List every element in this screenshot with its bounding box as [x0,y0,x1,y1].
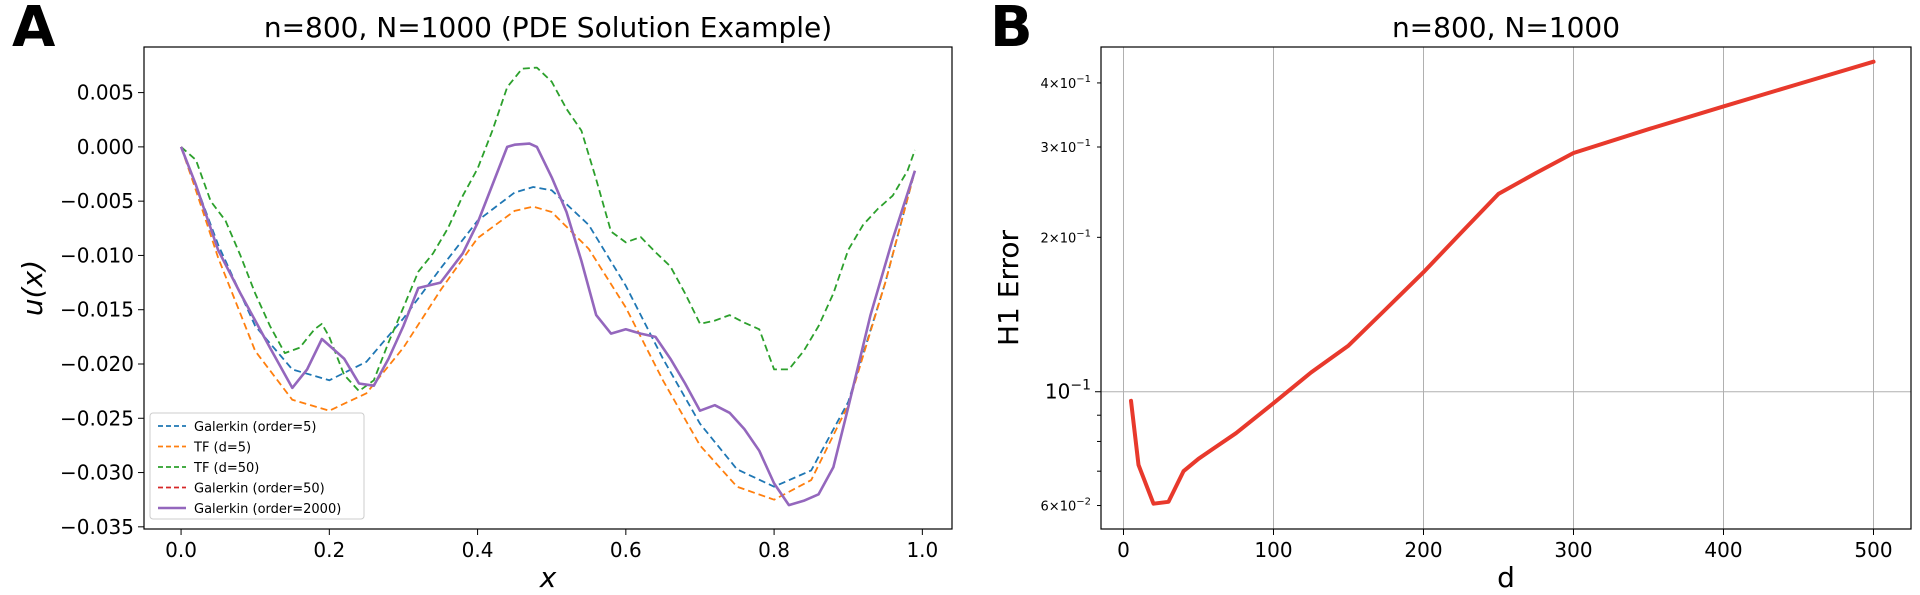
chart-b-grid [1101,47,1911,529]
y-tick-label: −0.005 [60,189,134,213]
y-minor-tick-label: 4×10−1 [1041,74,1091,92]
chart-a-legend: Galerkin (order=5) TF (d=5) TF (d=50) Galer… [149,412,365,520]
chart-a-ticks: 0.0 0.2 0.4 0.6 0.8 1.0 0.005 0.000 −0.005 −0.010… [60,81,938,562]
x-tick-label: 400 [1704,538,1742,562]
y-tick-label: −0.010 [60,243,134,267]
y-tick-label: −0.015 [60,298,134,322]
x-tick-label: 0.2 [313,538,345,562]
legend-label-galerkin-order-50: Galerkin (order=50) [194,482,325,497]
x-tick-label: 100 [1254,538,1292,562]
series-h1-error [1129,59,1876,506]
legend-label-tf-d-5: TF (d=5) [193,441,251,456]
panel-letter-b: B [990,0,1033,60]
x-tick-label: 1.0 [906,538,938,562]
legend-label-tf-d-50: TF (d=50) [193,461,259,476]
chart-b-title: n=800, N=1000 [1392,11,1620,44]
chart-a-xlabel: x [539,561,557,594]
chart-a-frame [143,46,953,530]
chart-b-ticks: 0 100 200 300 400 500 10−1 6×10−2 2×10−1 3×10−1 4×… [1041,74,1893,562]
panel-letter-a: A [12,0,56,60]
x-tick-label: 0 [1117,538,1130,562]
chart-b-frame [1100,46,1912,530]
chart-a-legend-box [149,412,365,520]
chart-b-xlabel: d [1497,561,1515,594]
y-tick-label: 0.005 [77,81,134,105]
x-tick-label: 0.8 [758,538,790,562]
series-galerkin-order-5 [180,146,916,488]
y-tick-label: −0.025 [60,406,134,430]
x-tick-label: 500 [1854,538,1892,562]
chart-b: n=800, N=1000 0 100 200 300 400 500 10−1 6×10−2… [992,11,1912,594]
legend-label-galerkin-order-5: Galerkin (order=5) [194,420,316,435]
y-minor-tick-label: 2×10−1 [1041,228,1091,246]
chart-a-title: n=800, N=1000 (PDE Solution Example) [264,11,832,44]
x-tick-label: 0.0 [165,538,197,562]
x-tick-label: 0.4 [462,538,494,562]
y-tick-label: −0.020 [60,352,134,376]
y-minor-tick-label: 6×10−2 [1041,497,1091,515]
chart-a: n=800, N=1000 (PDE Solution Example) 0.0… [16,11,953,594]
legend-label-galerkin-order-2000: Galerkin (order=2000) [194,502,341,517]
x-tick-label: 0.6 [610,538,642,562]
series-galerkin-order-2000 [179,142,917,507]
y-tick-label: −0.030 [60,461,134,485]
series-tf-d-50 [180,66,916,393]
chart-a-ylabel: u(x) [16,260,49,316]
y-tick-label: −0.035 [60,515,134,539]
x-tick-label: 300 [1554,538,1592,562]
chart-b-series [1129,59,1876,506]
series-tf-d-5 [180,146,916,501]
chart-b-ylabel: H1 Error [992,230,1025,347]
x-tick-label: 200 [1404,538,1442,562]
y-minor-tick-label: 3×10−1 [1041,138,1091,156]
y-tick-label: 0.000 [77,135,134,159]
chart-a-series [179,66,917,507]
y-tick-label: 10−1 [1045,378,1091,404]
